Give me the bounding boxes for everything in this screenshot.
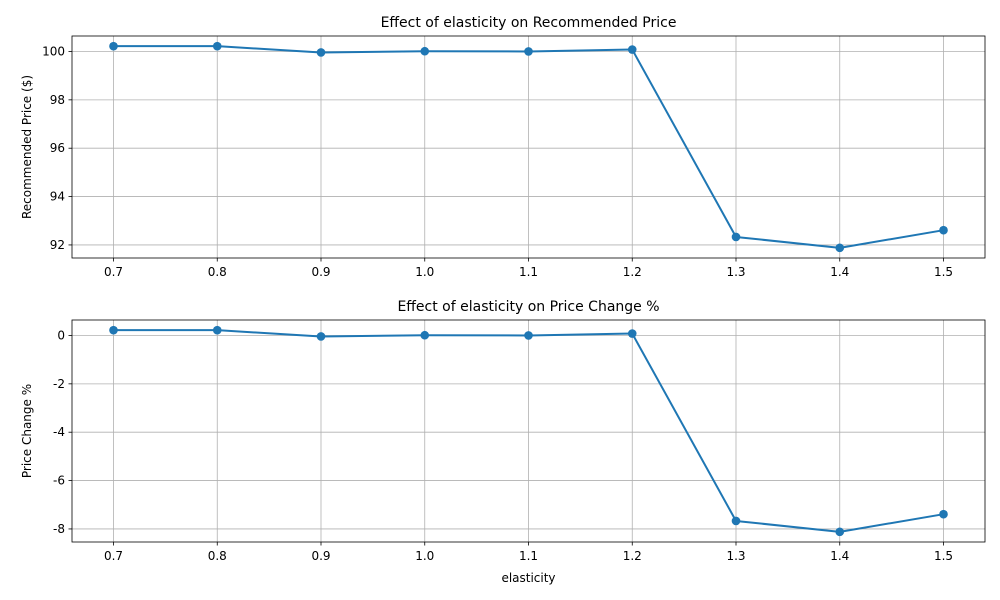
x-tick-label: 1.0 bbox=[415, 265, 434, 279]
data-point bbox=[524, 331, 533, 340]
ticks: 0.7 0.8 0.9 1.0 1.1 1.2 1.3 1.4 1.5 -8 -6 -4 -2 0 bbox=[53, 328, 953, 563]
x-tick-label: 1.4 bbox=[830, 265, 849, 279]
data-point bbox=[939, 509, 948, 519]
y-tick-label: 96 bbox=[50, 141, 65, 155]
x-tick-label: 1.4 bbox=[830, 549, 849, 563]
data-point bbox=[109, 325, 118, 335]
ticks: 0.7 0.8 0.9 1.0 1.1 1.2 1.3 1.4 1.5 92 94 96 98 100 bbox=[42, 44, 953, 279]
data-point bbox=[731, 232, 741, 242]
grid bbox=[72, 320, 985, 542]
y-tick-label: 100 bbox=[42, 44, 65, 58]
y-tick-label: 92 bbox=[50, 238, 65, 252]
axes-frame bbox=[71, 319, 986, 543]
x-tick-label: 0.8 bbox=[208, 549, 227, 563]
x-tick-label: 1.2 bbox=[623, 549, 642, 563]
data-point bbox=[212, 41, 222, 51]
x-tick-label: 1.3 bbox=[726, 549, 745, 563]
chart-title: Effect of elasticity on Recommended Pric… bbox=[381, 15, 677, 31]
x-tick-label: 1.1 bbox=[519, 549, 538, 563]
x-tick-label: 0.9 bbox=[311, 549, 330, 563]
data-point bbox=[420, 46, 430, 56]
data-point bbox=[524, 47, 533, 56]
data-point bbox=[627, 329, 637, 338]
x-tick-label: 0.7 bbox=[104, 265, 123, 279]
data-point bbox=[835, 527, 845, 537]
axes-frame bbox=[71, 35, 986, 259]
data-point bbox=[109, 41, 118, 51]
y-axis-label: Recommended Price ($) bbox=[20, 75, 34, 219]
data-point bbox=[316, 332, 326, 341]
data-point bbox=[835, 243, 845, 253]
data-point bbox=[316, 48, 326, 57]
chart-price-change: 0.7 0.8 0.9 1.0 1.1 1.2 1.3 1.4 1.5 -8 -6 -4 -2 0 Eff… bbox=[20, 299, 986, 585]
x-axis-label: elasticity bbox=[501, 571, 555, 585]
y-tick-label: -2 bbox=[53, 377, 65, 391]
x-tick-label: 0.8 bbox=[208, 265, 227, 279]
y-axis-label: Price Change % bbox=[20, 384, 34, 478]
y-tick-label: -8 bbox=[53, 522, 65, 536]
x-tick-label: 1.5 bbox=[934, 549, 953, 563]
x-tick-label: 1.2 bbox=[623, 265, 642, 279]
x-tick-label: 1.5 bbox=[934, 265, 953, 279]
series bbox=[109, 325, 948, 537]
chart-recommended-price: 0.7 0.8 0.9 1.0 1.1 1.2 1.3 1.4 1.5 92 94 96 98 100 E… bbox=[20, 15, 986, 279]
y-tick-label: -6 bbox=[53, 474, 65, 488]
data-point bbox=[420, 330, 430, 340]
series bbox=[109, 41, 948, 253]
y-tick-label: 94 bbox=[50, 190, 65, 204]
x-tick-label: 1.1 bbox=[519, 265, 538, 279]
data-point bbox=[731, 516, 741, 526]
y-tick-label: -4 bbox=[53, 425, 65, 439]
data-point bbox=[627, 45, 637, 54]
x-tick-label: 1.0 bbox=[415, 549, 434, 563]
x-tick-label: 1.3 bbox=[726, 265, 745, 279]
y-tick-label: 0 bbox=[57, 328, 65, 342]
y-tick-label: 98 bbox=[50, 93, 65, 107]
data-point bbox=[939, 225, 948, 235]
x-tick-label: 0.9 bbox=[311, 265, 330, 279]
chart-title: Effect of elasticity on Price Change % bbox=[397, 299, 659, 315]
x-tick-label: 0.7 bbox=[104, 549, 123, 563]
data-point bbox=[212, 325, 222, 335]
